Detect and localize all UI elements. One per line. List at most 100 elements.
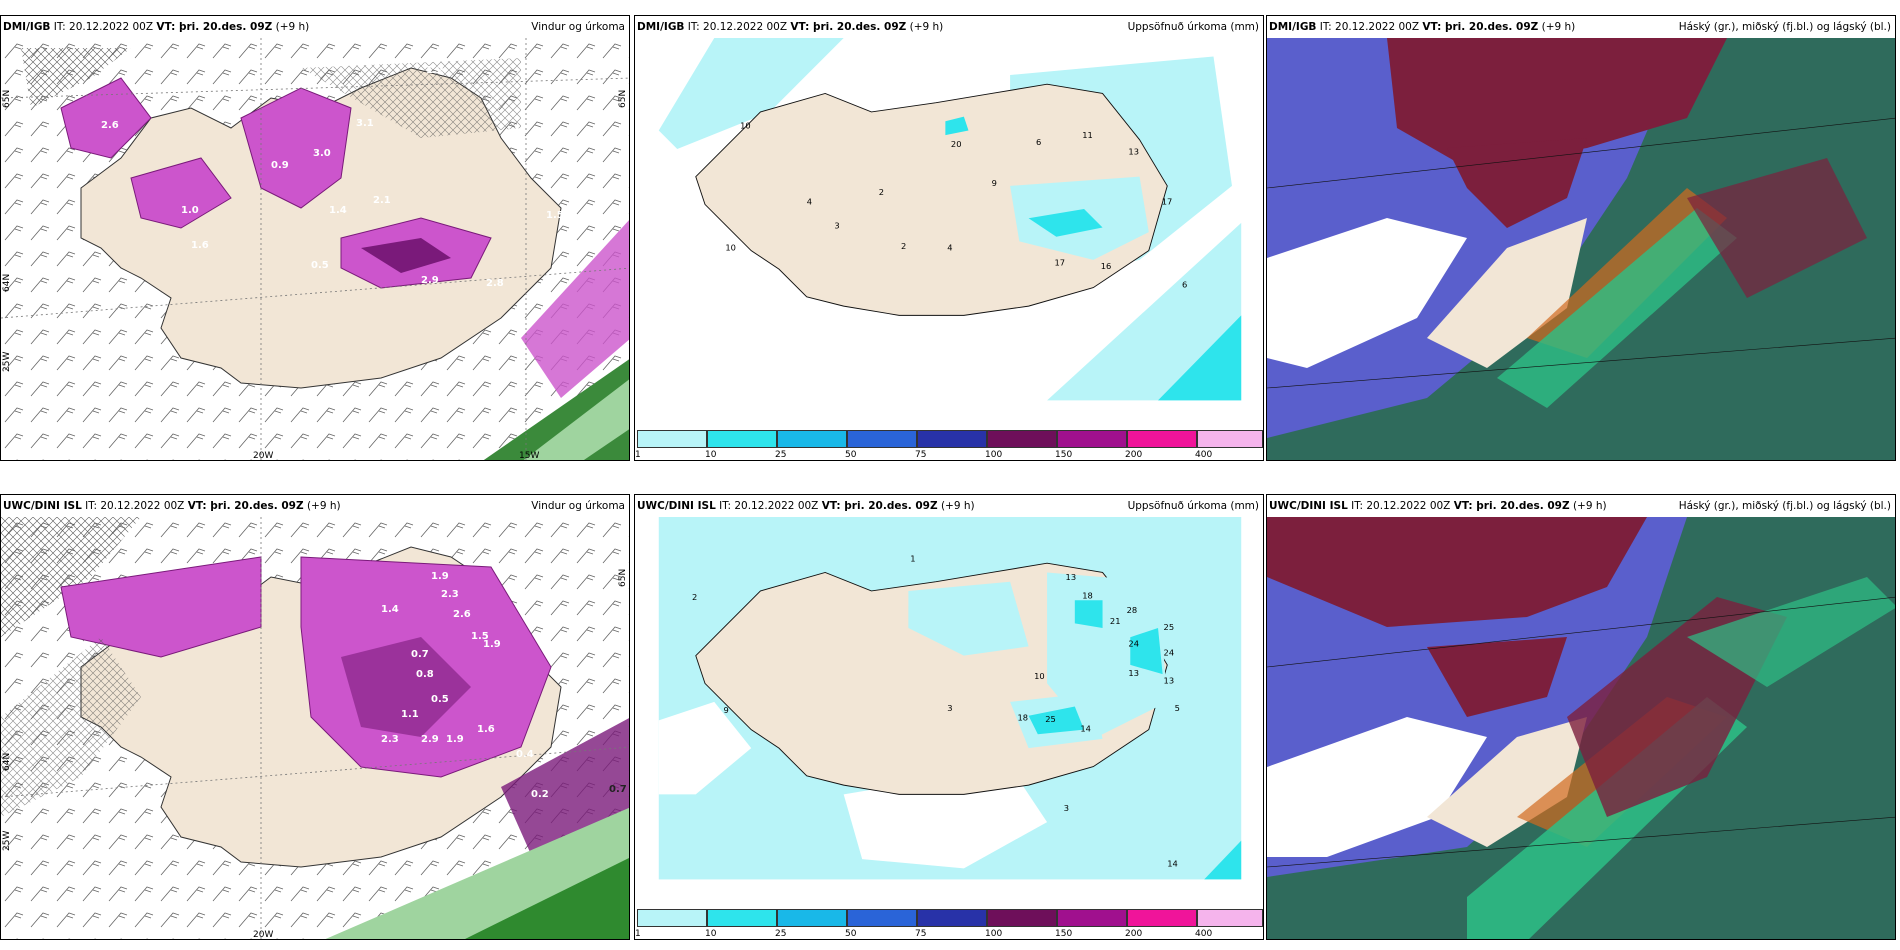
svg-text:4: 4 bbox=[807, 196, 812, 206]
wind-label: 2.3 bbox=[381, 734, 399, 745]
svg-text:17: 17 bbox=[1162, 196, 1173, 206]
wind-label: 2.9 bbox=[421, 734, 439, 745]
svg-text:25: 25 bbox=[1045, 714, 1056, 724]
svg-text:2: 2 bbox=[901, 241, 906, 251]
wind-label: 1.5 bbox=[471, 631, 489, 642]
svg-text:5: 5 bbox=[1175, 703, 1180, 713]
panel-header: DMI/IGB IT: 20.12.2022 00Z VT: þri. 20.d… bbox=[1, 16, 629, 38]
svg-text:14: 14 bbox=[1167, 858, 1178, 868]
wind-label: 2.6 bbox=[453, 609, 471, 620]
wind-label: 1.1 bbox=[401, 709, 419, 720]
wind-label: 0.5 bbox=[311, 260, 329, 271]
svg-text:10: 10 bbox=[1034, 671, 1045, 681]
lead-time: (+9 h) bbox=[1572, 500, 1607, 512]
panel-header: UWC/DINI ISL IT: 20.12.2022 00Z VT: þri.… bbox=[1, 495, 629, 517]
wind-label: 1.9 bbox=[431, 571, 449, 582]
valid-time: VT: þri. 20.des. 09Z bbox=[1453, 500, 1570, 512]
svg-text:28: 28 bbox=[1127, 605, 1138, 615]
wind-label: 2.3 bbox=[441, 589, 459, 600]
model-name: UWC/DINI ISL bbox=[637, 500, 716, 512]
svg-text:9: 9 bbox=[723, 705, 728, 715]
grid-label: 64N bbox=[2, 753, 12, 771]
svg-text:20: 20 bbox=[951, 139, 962, 149]
valid-time: VT: þri. 20.des. 09Z bbox=[821, 500, 938, 512]
svg-text:9: 9 bbox=[992, 178, 997, 188]
init-time: IT: 20.12.2022 00Z bbox=[1351, 500, 1451, 512]
panel-header: DMI/IGB IT: 20.12.2022 00Z VT: þri. 20.d… bbox=[635, 16, 1263, 38]
wind-label: 0.8 bbox=[416, 669, 434, 680]
svg-text:13: 13 bbox=[1164, 675, 1175, 685]
svg-text:13: 13 bbox=[1128, 668, 1139, 678]
wind-label: 3.0 bbox=[313, 148, 331, 159]
wind-label: 1.4 bbox=[381, 604, 399, 615]
svg-text:11: 11 bbox=[1082, 130, 1093, 140]
init-time: IT: 20.12.2022 00Z bbox=[53, 21, 154, 33]
wind-label: 1.0 bbox=[181, 205, 199, 216]
panel-title: Uppsöfnuð úrkoma (mm) bbox=[1127, 500, 1259, 512]
svg-text:16: 16 bbox=[1101, 261, 1112, 271]
svg-text:4: 4 bbox=[947, 243, 952, 253]
lead-time: (+9 h) bbox=[909, 21, 944, 33]
wind-label: 1.6 bbox=[191, 240, 209, 251]
svg-text:18: 18 bbox=[1082, 590, 1093, 600]
grid-label: 15W bbox=[519, 451, 539, 461]
panel-header: DMI/IGB IT: 20.12.2022 00Z VT: þri. 20.d… bbox=[1267, 16, 1895, 38]
panel-wind-uwc: UWC/DINI ISL IT: 20.12.2022 00Z VT: þri.… bbox=[0, 494, 630, 940]
svg-text:24: 24 bbox=[1128, 638, 1139, 648]
wind-label: 0.7 bbox=[609, 784, 627, 795]
wind-label: 1.9 bbox=[483, 639, 501, 650]
panel-wind-dmi: DMI/IGB IT: 20.12.2022 00Z VT: þri. 20.d… bbox=[0, 15, 630, 461]
svg-text:24: 24 bbox=[1164, 648, 1175, 658]
svg-text:3: 3 bbox=[1064, 803, 1069, 813]
panel-precip-uwc: UWC/DINI ISL IT: 20.12.2022 00Z VT: þri.… bbox=[634, 494, 1264, 940]
wind-label: 3.1 bbox=[356, 118, 374, 129]
svg-text:1: 1 bbox=[910, 553, 915, 563]
grid-label: 20W bbox=[253, 451, 273, 461]
grid-label: 20W bbox=[253, 930, 273, 940]
grid-label: 65N bbox=[618, 90, 628, 108]
model-name: DMI/IGB bbox=[3, 21, 51, 33]
lead-time: (+9 h) bbox=[940, 500, 975, 512]
wind-label: 0.2 bbox=[531, 789, 549, 800]
wind-label: 1.5 bbox=[546, 210, 564, 221]
model-name: UWC/DINI ISL bbox=[3, 500, 82, 512]
grid-label: 25W bbox=[2, 831, 12, 851]
panel-clouds-dmi: DMI/IGB IT: 20.12.2022 00Z VT: þri. 20.d… bbox=[1266, 15, 1896, 461]
wind-label: 0.4 bbox=[516, 749, 534, 760]
svg-text:25: 25 bbox=[1164, 622, 1175, 632]
wind-label: 0.9 bbox=[271, 160, 289, 171]
panel-header: UWC/DINI ISL IT: 20.12.2022 00Z VT: þri.… bbox=[635, 495, 1263, 517]
svg-text:13: 13 bbox=[1128, 146, 1139, 156]
wind-label: 0.7 bbox=[411, 649, 429, 660]
panel-title: Vindur og úrkoma bbox=[531, 500, 625, 512]
svg-text:14: 14 bbox=[1080, 723, 1091, 733]
grid-label: 64N bbox=[2, 274, 12, 292]
svg-text:21: 21 bbox=[1110, 616, 1121, 626]
svg-text:3: 3 bbox=[834, 220, 839, 230]
svg-text:18: 18 bbox=[1017, 712, 1028, 722]
svg-text:10: 10 bbox=[725, 243, 736, 253]
model-name: UWC/DINI ISL bbox=[1269, 500, 1348, 512]
valid-time: VT: þri. 20.des. 09Z bbox=[187, 500, 304, 512]
wind-label: 2.9 bbox=[421, 275, 439, 286]
precip-map: 13 18 28 21 24 25 24 13 13 5 14 3 18 25 … bbox=[658, 517, 1242, 880]
svg-text:2: 2 bbox=[879, 187, 884, 197]
grid-label: 65N bbox=[2, 90, 12, 108]
panel-clouds-uwc: UWC/DINI ISL IT: 20.12.2022 00Z VT: þri.… bbox=[1266, 494, 1896, 940]
svg-text:6: 6 bbox=[1036, 137, 1041, 147]
wind-label: 2.8 bbox=[486, 278, 504, 289]
wind-label: 1.6 bbox=[477, 724, 495, 735]
svg-text:6: 6 bbox=[1182, 280, 1187, 290]
cloud-map bbox=[1267, 517, 1895, 939]
wind-label: 2.1 bbox=[373, 195, 391, 206]
svg-text:10: 10 bbox=[740, 121, 751, 131]
panel-title: Háský (gr.), miðský (fj.bl.) og lágský (… bbox=[1678, 500, 1891, 512]
init-time: IT: 20.12.2022 00Z bbox=[85, 500, 185, 512]
panel-title: Uppsöfnuð úrkoma (mm) bbox=[1127, 21, 1259, 33]
wind-map: 64N 25W 65N 20W 1.9 2.3 2.6 1.5 1.9 1.4 … bbox=[1, 517, 629, 940]
panel-title: Háský (gr.), miðský (fj.bl.) og lágský (… bbox=[1678, 21, 1891, 33]
init-time: IT: 20.12.2022 00Z bbox=[687, 21, 788, 33]
lead-time: (+9 h) bbox=[275, 21, 310, 33]
wind-map: 64N 65N 25W 65N 20W 15W 2.6 3.1 3.0 2.1 … bbox=[1, 38, 629, 461]
lead-time: (+9 h) bbox=[1541, 21, 1576, 33]
